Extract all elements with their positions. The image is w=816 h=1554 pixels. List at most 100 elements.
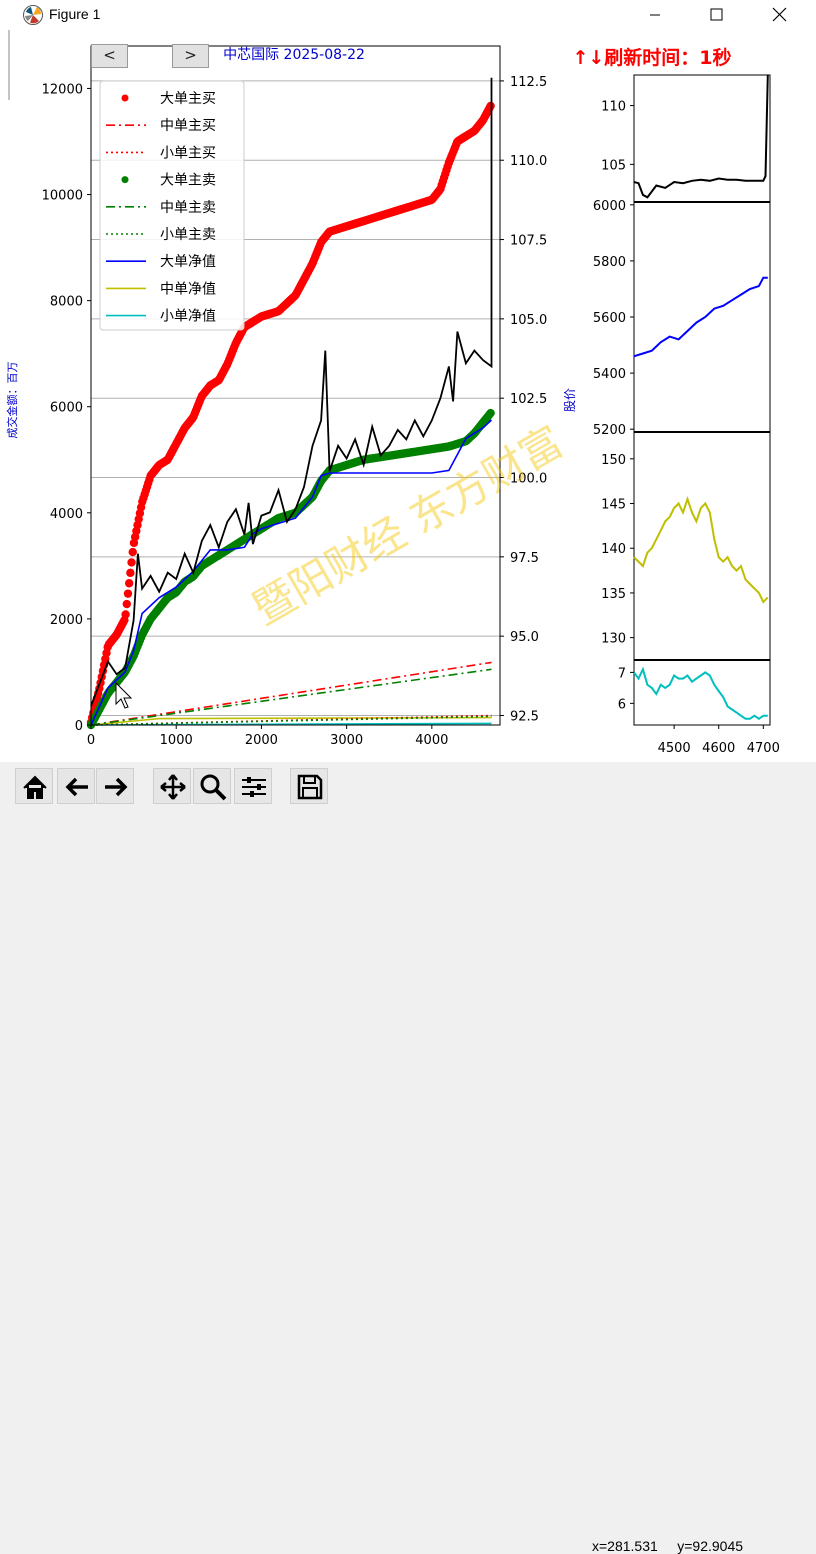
y-tick-label-left: 2000 <box>50 613 83 628</box>
zoom-icon <box>200 774 227 801</box>
mid-net-mini-y-tick-label: 135 <box>601 587 626 602</box>
small-net-mini-y-tick-label: 6 <box>618 697 626 712</box>
series-0-point <box>122 599 131 609</box>
x-tick-label: 1000 <box>160 733 193 748</box>
legend-label: 大单主买 <box>160 91 216 107</box>
small-net-mini-panel: 67 <box>618 659 771 726</box>
figure-canvas[interactable]: 0 1000 2000 3000 4000 0 2000 4000 6000 8000 10000… <box>0 30 816 762</box>
configure-icon <box>242 777 266 797</box>
mid-net-mini-y-tick-label: 150 <box>601 453 626 468</box>
matplotlib-app-icon <box>23 5 43 25</box>
large-net-mini-y-tick-label: 5800 <box>593 255 626 270</box>
price-mini-frame <box>633 74 771 203</box>
legend-item: 中单主买 <box>106 118 216 134</box>
legend-label: 小单净值 <box>160 309 216 325</box>
large-net-mini-frame <box>633 201 771 433</box>
next-page-button[interactable]: > <box>172 44 209 68</box>
pan-button[interactable] <box>153 768 191 804</box>
series-0-point <box>121 610 130 619</box>
series-5-line <box>90 715 492 726</box>
pan-icon <box>160 774 186 800</box>
legend-label: 小单主买 <box>160 145 216 161</box>
series-3-point <box>486 408 495 418</box>
save-icon <box>297 774 323 800</box>
maximize-button[interactable] <box>693 0 739 30</box>
legend-item: 小单主买 <box>106 145 216 161</box>
large-net-mini-line <box>633 276 768 358</box>
minimize-icon <box>650 14 660 16</box>
mid-net-mini-frame <box>633 431 771 661</box>
legend-item: 大单主卖 <box>121 173 216 189</box>
legend-label: 中单主买 <box>160 118 216 134</box>
price-mini-panel: 105 110 <box>601 74 771 203</box>
y-tick-label-right: 97.5 <box>510 551 539 566</box>
legend-label: 中单主卖 <box>160 200 216 216</box>
navigation-toolbar: x=281.531 y=92.9045 <box>0 762 816 1554</box>
mid-net-mini-y-tick-label: 130 <box>601 632 626 647</box>
legend-label: 大单净值 <box>160 254 216 270</box>
home-icon <box>23 775 47 799</box>
prev-page-button[interactable]: < <box>91 44 128 68</box>
legend-label: 小单主卖 <box>160 227 216 243</box>
series-4-line <box>90 668 492 726</box>
large-net-mini-y-tick-label: 5200 <box>593 423 626 438</box>
price-mini-y-tick-label: 105 <box>601 158 626 173</box>
series-0-point <box>126 568 135 578</box>
y-tick-label-right: 92.5 <box>510 709 539 724</box>
series-0-point <box>124 579 134 588</box>
window-title: Figure 1 <box>49 6 101 22</box>
main-y-ticks-left: 0 2000 4000 6000 8000 10000 12000 <box>42 82 91 734</box>
y-tick-label-right: 95.0 <box>510 630 539 645</box>
series-1-line <box>90 661 492 726</box>
y-tick-label-right: 110.0 <box>510 154 547 169</box>
x-tick-label: 4000 <box>415 733 448 748</box>
chart-title: 中芯国际 2025-08-22 <box>223 47 365 63</box>
y-tick-label-left: 8000 <box>50 295 83 310</box>
price-mini-line <box>633 74 769 199</box>
mouse-pointer-icon <box>115 681 133 709</box>
y-tick-label-left: 10000 <box>42 189 83 204</box>
left-axis-label: 成交金额：百万 <box>5 362 19 439</box>
large-net-mini-y-tick-label: 5600 <box>593 311 626 326</box>
legend-item: 大单主买 <box>121 91 216 107</box>
legend-marker <box>121 94 129 102</box>
mini-x-ticks: 4500 4600 4700 <box>658 725 780 756</box>
refresh-label: ↑↓刷新时间：1秒 <box>572 46 731 69</box>
mid-net-mini-y-tick-label: 140 <box>601 542 626 557</box>
close-icon <box>772 7 787 22</box>
home-button[interactable] <box>15 768 53 804</box>
y-tick-label-left: 0 <box>75 719 83 734</box>
y-tick-label-right: 105.0 <box>510 313 547 328</box>
legend-label: 中单净值 <box>160 281 216 297</box>
legend-item: 小单主卖 <box>106 227 216 243</box>
maximize-icon <box>710 8 723 21</box>
legend-item: 大单净值 <box>106 254 216 270</box>
legend-label: 大单主卖 <box>160 173 216 189</box>
right-axis-label: 股价 <box>563 388 577 412</box>
back-button[interactable] <box>57 768 95 804</box>
large-net-mini-y-tick-label: 6000 <box>593 199 626 214</box>
series-6-line <box>90 419 493 726</box>
configure-subplots-button[interactable] <box>234 768 272 804</box>
y-tick-label-left: 12000 <box>42 82 83 97</box>
mid-net-mini-panel: 130 135 140 145 150 <box>601 431 771 661</box>
forward-icon <box>105 777 128 797</box>
main-y-ticks-right: 92.5 95.0 97.5 100.0 102.5 105.0 107.5 110.0 112… <box>500 75 547 724</box>
forward-button[interactable] <box>96 768 134 804</box>
title-bar: Figure 1 <box>0 0 816 30</box>
mid-net-mini-y-tick-label: 145 <box>601 498 626 513</box>
large-net-mini-panel: 5200 5400 5600 5800 6000 <box>593 199 771 438</box>
mid-net-mini-line <box>633 495 769 604</box>
series-0-point <box>128 547 137 557</box>
minimize-button[interactable] <box>632 0 678 30</box>
save-button[interactable] <box>290 768 328 804</box>
x-tick-label: 3000 <box>330 733 363 748</box>
legend-item: 小单净值 <box>106 309 216 325</box>
zoom-button[interactable] <box>193 768 231 804</box>
x-tick-label: 2000 <box>245 733 278 748</box>
legend-item: 中单主卖 <box>106 200 216 216</box>
y-tick-label-left: 6000 <box>50 401 83 416</box>
close-window-button[interactable] <box>757 0 803 30</box>
